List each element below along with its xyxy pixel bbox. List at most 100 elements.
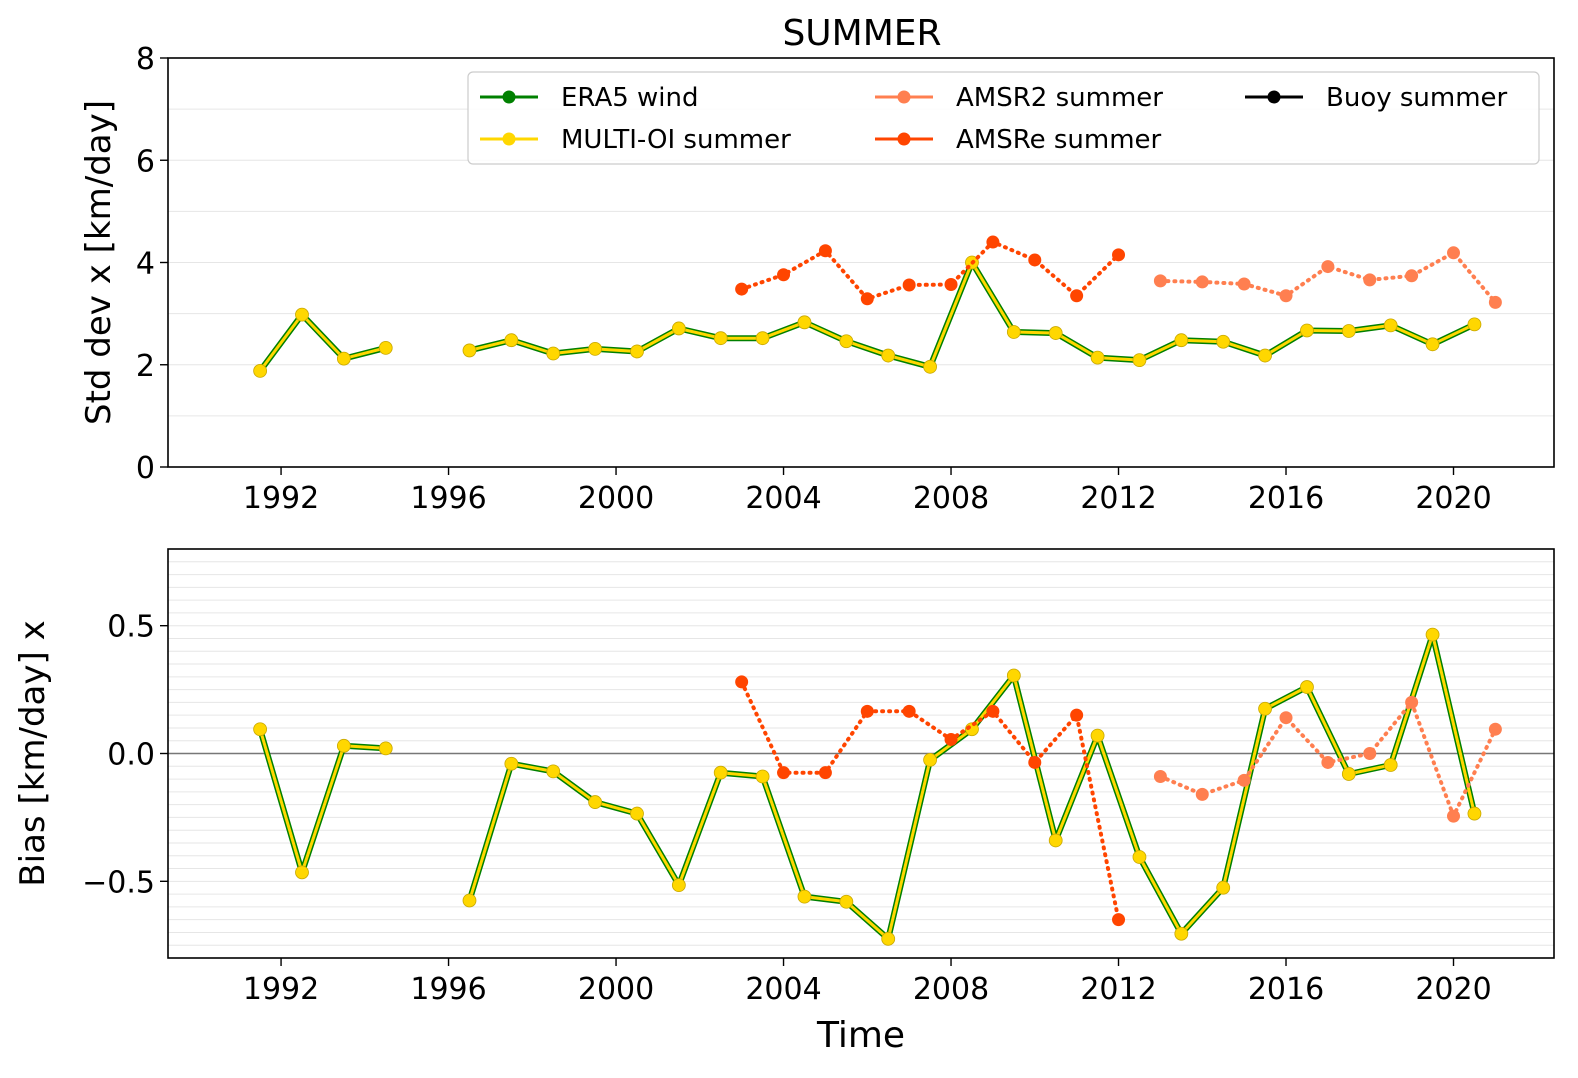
- data-point: [1321, 755, 1335, 769]
- x-tick-label: 2020: [1415, 481, 1491, 516]
- data-point: [818, 244, 832, 258]
- data-point: [1237, 277, 1251, 291]
- data-point: [881, 931, 896, 946]
- x-tick-label: 1996: [410, 481, 486, 516]
- data-point: [1488, 295, 1502, 309]
- x-tick-label: 2004: [745, 972, 821, 1007]
- data-point: [671, 321, 686, 336]
- chart-title: SUMMER: [782, 13, 941, 54]
- series-line: [258, 728, 386, 874]
- data-point: [1216, 880, 1231, 895]
- legend-swatch-marker: [897, 132, 911, 146]
- data-point: [1341, 767, 1356, 781]
- data-point: [1279, 289, 1293, 303]
- data-point: [1425, 337, 1440, 352]
- data-point: [1153, 274, 1167, 288]
- data-point: [986, 235, 1000, 249]
- data-point: [1070, 289, 1084, 303]
- data-point: [1405, 269, 1419, 283]
- data-point: [986, 704, 1000, 718]
- data-point: [671, 878, 686, 893]
- x-tick-label: 2016: [1248, 972, 1324, 1007]
- data-point: [1447, 246, 1461, 260]
- series-amsr2-summer: [1153, 695, 1502, 823]
- data-point: [1279, 711, 1293, 725]
- data-point: [1132, 850, 1147, 864]
- x-tick-label: 2008: [913, 481, 989, 516]
- data-point: [295, 865, 309, 880]
- series-line: [739, 240, 1121, 301]
- data-point: [777, 766, 791, 780]
- x-tick-label: 1992: [243, 481, 319, 516]
- data-point: [504, 333, 519, 348]
- data-point: [1383, 758, 1398, 772]
- data-point: [1174, 926, 1189, 941]
- legend-entry: ERA5 wind: [480, 83, 699, 113]
- data-point: [1174, 333, 1189, 348]
- data-point: [1153, 770, 1167, 784]
- series-amsr2-summer: [1153, 246, 1502, 309]
- legend-label: AMSR2 summer: [956, 83, 1163, 113]
- data-point: [1112, 248, 1126, 262]
- data-point: [253, 722, 268, 737]
- series-line: [257, 311, 387, 373]
- legend-entry: AMSR2 summer: [875, 83, 1163, 113]
- y-axis-label: Bias [km/day] x: [13, 620, 53, 886]
- data-point: [713, 765, 728, 780]
- data-point: [818, 766, 832, 780]
- panel-1: 1992 1996 2000 2004 2008 2012 2016 2020 0 2 4 6 8 Std…: [79, 42, 1555, 516]
- series-multi-oi-summer: [253, 627, 1482, 946]
- data-point: [1006, 668, 1021, 683]
- data-point: [1258, 348, 1272, 363]
- data-point: [1090, 728, 1105, 743]
- data-point: [902, 278, 916, 292]
- data-point: [902, 704, 916, 718]
- data-point: [1300, 323, 1314, 338]
- series-line: [257, 728, 386, 876]
- data-point: [1006, 325, 1021, 339]
- series-line: [1158, 250, 1498, 305]
- data-point: [944, 732, 958, 746]
- data-point: [1488, 722, 1502, 736]
- legend-entry: AMSRe summer: [875, 125, 1162, 155]
- data-point: [755, 769, 770, 784]
- legend-label: Buoy summer: [1326, 83, 1508, 113]
- data-point: [1405, 695, 1419, 709]
- data-point: [295, 307, 309, 322]
- x-tick-label: 2000: [578, 972, 654, 1007]
- data-point: [378, 741, 393, 756]
- series-line: [258, 313, 387, 372]
- data-point: [1195, 275, 1209, 289]
- data-point: [1028, 755, 1042, 769]
- x-tick-label: 2016: [1248, 481, 1324, 516]
- data-point: [1048, 833, 1063, 848]
- x-tick-label: 1992: [243, 972, 319, 1007]
- data-point: [1048, 326, 1063, 340]
- legend-label: MULTI-OI summer: [561, 125, 791, 155]
- data-point: [1467, 806, 1482, 821]
- data-point: [336, 738, 351, 753]
- data-point: [1321, 260, 1335, 274]
- series-amsre-summer: [735, 675, 1126, 927]
- data-point: [839, 894, 854, 909]
- series-line: [739, 679, 1121, 922]
- data-point: [336, 351, 351, 366]
- data-point: [588, 342, 603, 356]
- data-point: [923, 359, 937, 374]
- y-tick-label: 6: [136, 144, 155, 179]
- data-point: [860, 704, 874, 718]
- y-tick-label: 0: [136, 451, 155, 486]
- data-point: [630, 806, 644, 821]
- data-point: [546, 764, 561, 779]
- data-point: [735, 282, 749, 296]
- data-point: [588, 795, 603, 809]
- data-point: [923, 752, 937, 767]
- data-point: [1447, 809, 1461, 823]
- x-tick-label: 2012: [1080, 972, 1156, 1007]
- legend-swatch-marker: [897, 90, 911, 104]
- legend-entry: MULTI-OI summer: [480, 125, 791, 155]
- data-point: [1112, 913, 1126, 927]
- data-point: [630, 344, 644, 359]
- data-point: [1363, 747, 1377, 760]
- legend: ERA5 wind MULTI-OI summer AMSR2 summer AMSR…: [467, 71, 1540, 165]
